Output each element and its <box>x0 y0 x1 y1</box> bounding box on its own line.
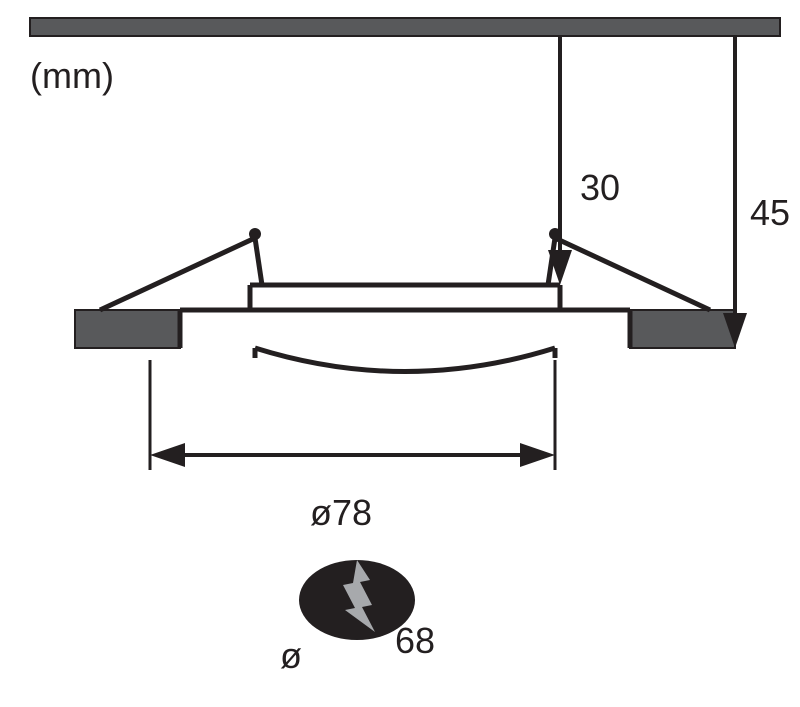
flange-right <box>630 310 735 348</box>
dim-45-value: 45 <box>750 192 790 233</box>
unit-label: (mm) <box>30 55 114 96</box>
flange-left <box>75 310 180 348</box>
spring-right-a <box>555 238 710 310</box>
spring-left-knob <box>249 228 261 240</box>
dim-78-arrow-left <box>150 443 185 467</box>
dim-30-value: 30 <box>580 167 620 208</box>
dim-68-value: 68 <box>395 620 435 661</box>
fixture-bottom-arc <box>255 348 555 372</box>
dim-78-arrow-right <box>520 443 555 467</box>
ceiling-bar <box>30 18 780 36</box>
dimension-diagram: (mm) 30 45 ø78 ø 68 <box>0 0 800 707</box>
spring-left-b <box>255 238 262 285</box>
spring-left-a <box>100 238 255 310</box>
dim-68-prefix: ø <box>280 635 302 676</box>
dim-78-value: ø78 <box>310 492 372 533</box>
